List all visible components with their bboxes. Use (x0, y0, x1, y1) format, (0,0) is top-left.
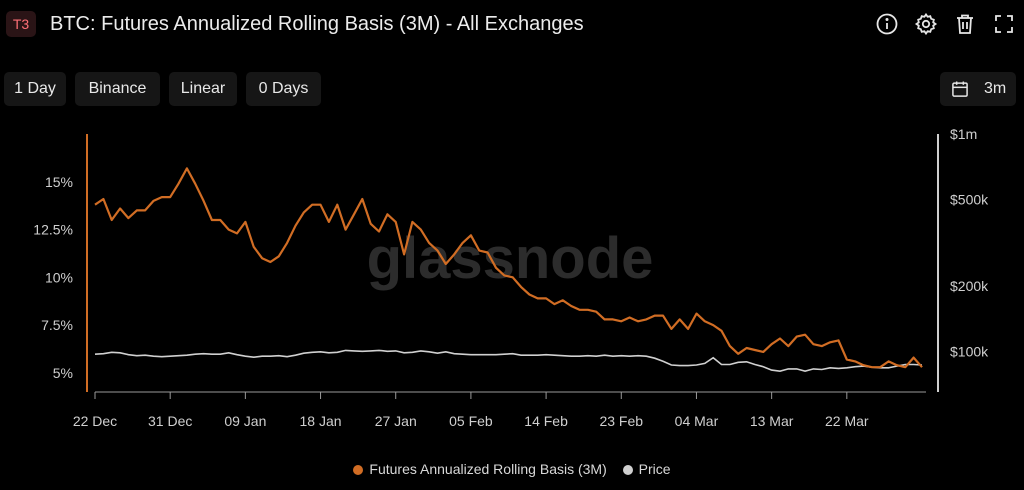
basis-series-line (94, 167, 923, 369)
x-tick-label: 09 Jan (224, 413, 266, 429)
y-right-tick-label: $200k (950, 278, 989, 294)
watermark: glassnode (367, 226, 654, 291)
legend-price-swatch (622, 465, 633, 475)
y-left-tick-label: 15% (45, 174, 73, 190)
chart-header: T3 BTC: Futures Annualized Rolling Basis… (0, 0, 1024, 48)
range-button[interactable]: 3m (940, 72, 1016, 106)
y-left-tick-label: 10% (45, 269, 73, 285)
x-tick-label: 22 Dec (73, 413, 117, 429)
calendar-icon (950, 79, 970, 99)
chart-toolbar: 1 Day Binance Linear 0 Days 3m (0, 72, 1024, 108)
x-tick-label: 23 Feb (599, 413, 643, 429)
exchange-button[interactable]: Binance (75, 72, 160, 106)
chart-area: glassnode 5% 7.5% 10% 12.5% 15% $100k $200k $5… (33, 126, 989, 429)
smoothing-button[interactable]: 0 Days (246, 72, 321, 106)
x-tick-label: 18 Jan (300, 413, 342, 429)
x-tick-label: 22 Mar (825, 413, 869, 429)
y-right-tick-label: $100k (950, 343, 989, 359)
trash-icon[interactable] (953, 12, 977, 36)
x-tick-label: 14 Feb (524, 413, 568, 429)
legend-item-basis[interactable]: Futures Annualized Rolling Basis (3M) (353, 461, 607, 477)
y-right-tick-label: $500k (950, 191, 989, 207)
y-left-tick-label: 5% (53, 365, 73, 381)
x-tick-label: 05 Feb (449, 413, 493, 429)
scale-button[interactable]: Linear (169, 72, 237, 106)
x-tick-label: 13 Mar (750, 413, 794, 429)
chart-title: BTC: Futures Annualized Rolling Basis (3… (50, 13, 584, 35)
legend-price-label: Price (638, 461, 671, 477)
legend: Futures Annualized Rolling Basis (3M) Pr… (0, 461, 1024, 477)
x-axis-ticks: 22 Dec 31 Dec 09 Jan 18 Jan 27 Jan 05 Feb 14 F… (73, 391, 926, 429)
legend-basis-label: Futures Annualized Rolling Basis (3M) (369, 461, 607, 477)
legend-item-price[interactable]: Price (622, 461, 671, 477)
tier-badge: T3 (6, 11, 36, 37)
gear-icon[interactable] (914, 12, 938, 36)
range-label: 3m (984, 80, 1007, 97)
x-tick-label: 04 Mar (675, 413, 719, 429)
y-left-ticks: 5% 7.5% 10% 12.5% 15% (33, 174, 73, 381)
legend-basis-swatch (353, 465, 364, 475)
x-tick-label: 31 Dec (148, 413, 192, 429)
resolution-button[interactable]: 1 Day (4, 72, 66, 106)
y-right-tick-label: $1m (950, 126, 977, 142)
y-left-tick-label: 12.5% (33, 222, 73, 238)
y-right-ticks: $100k $200k $500k $1m (950, 126, 989, 359)
y-left-tick-label: 7.5% (41, 317, 73, 333)
price-series-line (94, 349, 923, 373)
expand-icon[interactable] (992, 12, 1016, 36)
x-tick-label: 27 Jan (375, 413, 417, 429)
info-icon[interactable] (875, 12, 899, 36)
